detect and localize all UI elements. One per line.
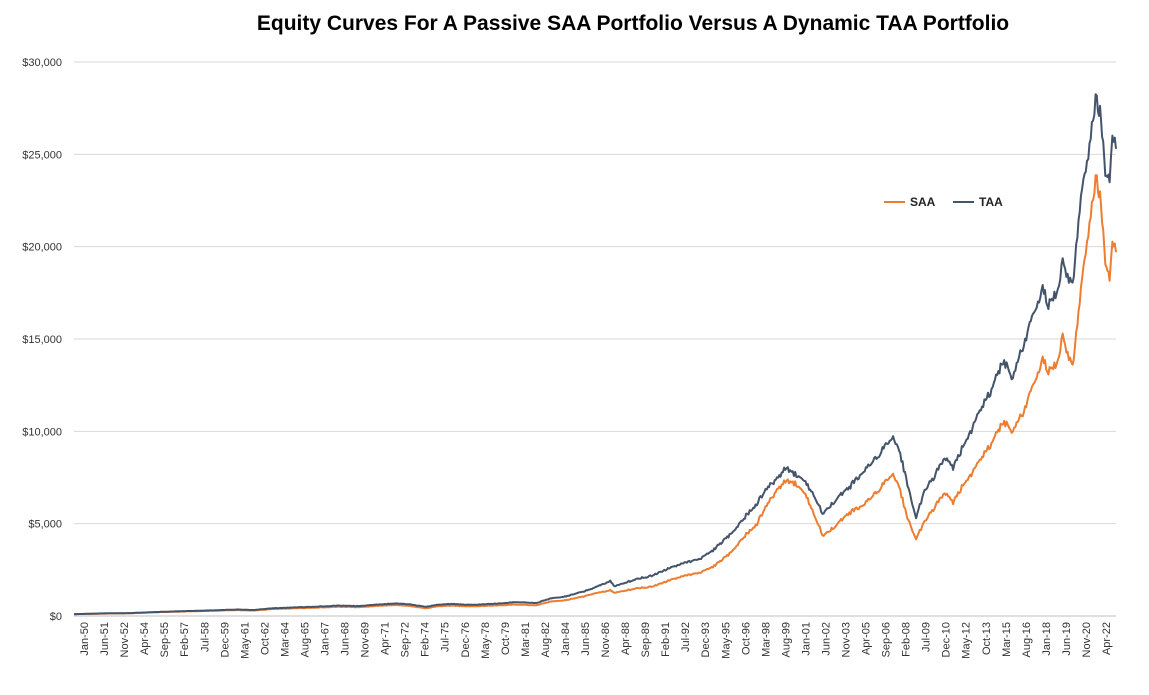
x-tick-label: Jul-75 [440, 622, 452, 652]
x-tick-label: Jan-67 [319, 622, 331, 656]
x-tick-label: Apr-05 [861, 622, 873, 655]
x-tick-label: Jun-19 [1061, 622, 1073, 656]
x-tick-label: Jul-58 [199, 622, 211, 652]
x-tick-label: Dec-10 [941, 622, 953, 657]
x-tick-label: May-95 [720, 622, 732, 659]
x-tick-label: Jan-18 [1041, 622, 1053, 656]
y-tick-label: $25,000 [22, 149, 62, 161]
x-tick-label: Mar-64 [279, 622, 291, 657]
x-tick-label: Nov-69 [360, 622, 372, 657]
x-tick-label: Dec-76 [460, 622, 472, 657]
x-tick-label: Apr-54 [139, 622, 151, 655]
x-tick-label: Apr-88 [620, 622, 632, 655]
y-tick-label: $15,000 [22, 334, 62, 346]
x-tick-label: Sep-06 [881, 622, 893, 657]
x-tick-label: Oct-62 [259, 622, 271, 655]
legend-label-saa: SAA [910, 195, 936, 209]
y-axis: $0 $5,000 $10,000 $15,000 $20,000 $25,000 $30,… [22, 57, 62, 623]
x-tick-label: Jun-51 [99, 622, 111, 656]
y-tick-label: $5,000 [28, 519, 62, 531]
x-tick-label: Jun-85 [580, 622, 592, 656]
x-tick-label: Mar-81 [520, 622, 532, 657]
x-tick-label: Sep-89 [640, 622, 652, 657]
x-tick-label: Aug-16 [1021, 622, 1033, 657]
x-tick-label: Nov-03 [840, 622, 852, 657]
x-tick-label: Oct-96 [740, 622, 752, 655]
x-tick-label: May-61 [239, 622, 251, 659]
x-tick-label: Jul-09 [921, 622, 933, 652]
x-tick-label: May-12 [961, 622, 973, 659]
y-tick-label: $20,000 [22, 242, 62, 254]
x-tick-label: Aug-99 [780, 622, 792, 657]
x-tick-label: Jul-92 [680, 622, 692, 652]
x-tick-label: Feb-74 [420, 622, 432, 657]
x-tick-label: Jan-50 [79, 622, 91, 656]
x-tick-label: Sep-72 [400, 622, 412, 657]
x-tick-label: Nov-52 [119, 622, 131, 657]
x-tick-label: Oct-79 [500, 622, 512, 655]
x-tick-label: Nov-20 [1081, 622, 1093, 657]
y-tick-label: $0 [50, 611, 62, 623]
y-tick-label: $30,000 [22, 57, 62, 69]
x-tick-label: Mar-15 [1001, 622, 1013, 657]
x-tick-label: Jun-68 [340, 622, 352, 656]
x-tick-label: Apr-22 [1101, 622, 1113, 655]
x-tick-label: Jan-84 [560, 622, 572, 656]
x-tick-label: Aug-82 [540, 622, 552, 657]
x-tick-label: Feb-57 [179, 622, 191, 657]
x-tick-label: Jan-01 [800, 622, 812, 656]
x-tick-label: Jun-02 [820, 622, 832, 656]
x-tick-label: Dec-93 [700, 622, 712, 657]
y-tick-label: $10,000 [22, 426, 62, 438]
chart-title: Equity Curves For A Passive SAA Portfoli… [256, 12, 1010, 35]
series-line-taa [73, 93, 1117, 616]
series-lines [73, 93, 1117, 616]
legend: SAA TAA [884, 195, 1003, 209]
x-tick-label: Mar-98 [760, 622, 772, 657]
x-tick-label: Apr-71 [380, 622, 392, 655]
series-line-saa [73, 174, 1117, 616]
x-tick-label: Feb-08 [901, 622, 913, 657]
x-tick-label: Oct-13 [981, 622, 993, 655]
x-axis: Jan-50 Jun-51 Nov-52 Apr-54 Sep-55 Feb-57 Jul-… [74, 615, 1116, 659]
x-tick-label: Feb-91 [660, 622, 672, 657]
gridlines [74, 61, 1116, 617]
x-tick-label: Aug-65 [299, 622, 311, 657]
x-tick-label: Sep-55 [159, 622, 171, 657]
x-tick-label: Dec-59 [219, 622, 231, 657]
legend-label-taa: TAA [979, 195, 1003, 209]
x-tick-label: May-78 [480, 622, 492, 659]
x-tick-label: Nov-86 [600, 622, 612, 657]
